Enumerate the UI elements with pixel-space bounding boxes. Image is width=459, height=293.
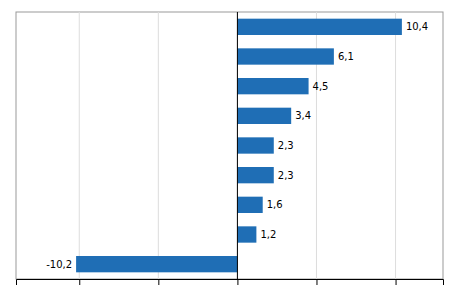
bars: [76, 19, 402, 273]
bar: [237, 19, 401, 35]
data-label: 1,2: [260, 229, 276, 240]
grid-line: [237, 12, 238, 279]
data-label: 2,3: [278, 140, 294, 151]
bar: [237, 78, 308, 94]
bar: [76, 256, 237, 272]
bar: [237, 108, 291, 124]
tick-mark: [158, 279, 159, 285]
grid-line: [79, 12, 80, 279]
zero-line: [237, 12, 238, 279]
tick-mark: [316, 279, 317, 285]
grid-line: [395, 12, 396, 279]
tick: [316, 279, 317, 285]
plot-frame: [16, 12, 443, 279]
data-label: 10,4: [406, 21, 428, 32]
data-label: -10,2: [46, 259, 72, 270]
tick: [79, 279, 80, 285]
tick: [396, 279, 397, 285]
bar: [237, 197, 262, 213]
tick-mark: [396, 279, 397, 285]
data-label: 4,5: [313, 81, 329, 92]
axis-line: [17, 280, 444, 286]
chart: 10,4 6,1 4,5 3,4 2,3 2,3 1,6 1,2 -10,2: [0, 0, 459, 293]
tick-mark: [237, 279, 238, 285]
grid-line: [158, 12, 159, 279]
data-label: 2,3: [278, 170, 294, 181]
data-label: 1,6: [267, 199, 283, 210]
bar: [237, 137, 273, 153]
plot: 10,4 6,1 4,5 3,4 2,3 2,3 1,6 1,2 -10,2: [16, 12, 444, 285]
grid: [79, 12, 395, 279]
x-axis: [17, 279, 444, 285]
bar: [237, 167, 273, 183]
bar: [237, 226, 256, 242]
bar: [237, 48, 333, 64]
tick-mark: [79, 279, 80, 285]
data-label: 6,1: [338, 51, 354, 62]
tick: [158, 279, 159, 285]
data-label: 3,4: [295, 110, 311, 121]
tick: [237, 279, 238, 285]
data-labels: 10,4 6,1 4,5 3,4 2,3 2,3 1,6 1,2 -10,2: [46, 21, 428, 269]
